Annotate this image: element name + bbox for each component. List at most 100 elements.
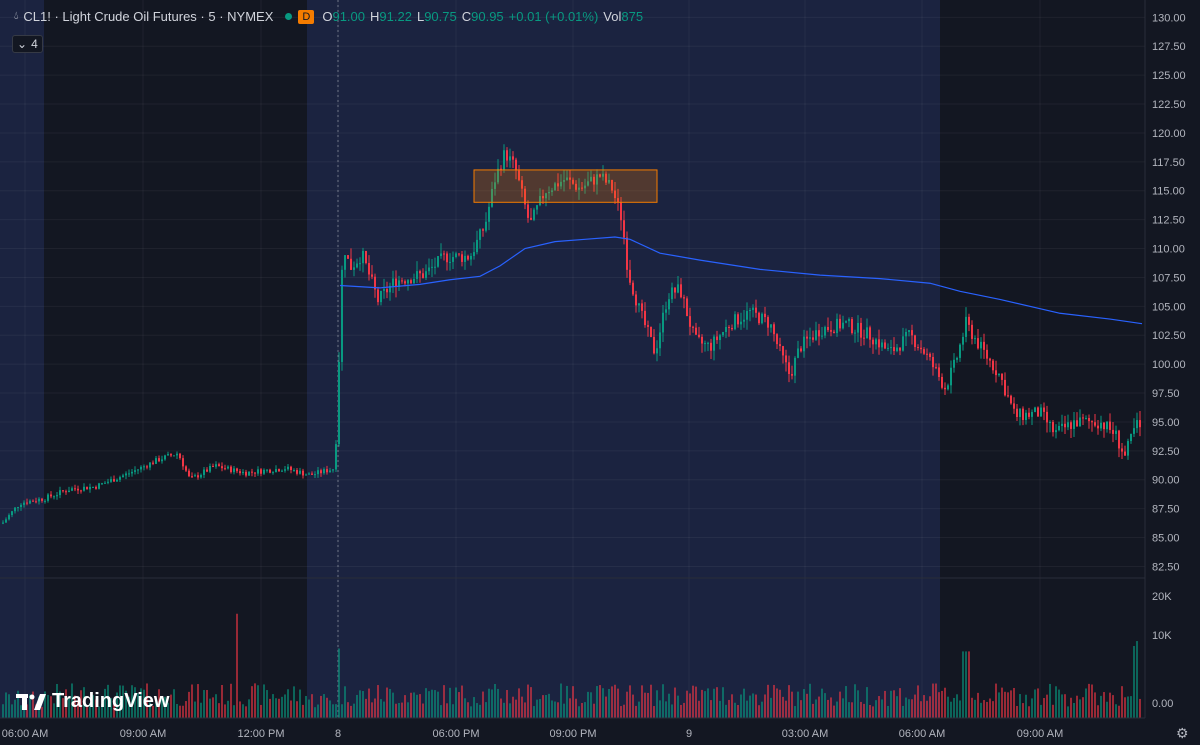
volume-bar xyxy=(29,694,31,718)
volume-bar xyxy=(143,689,145,718)
volume-bar xyxy=(443,685,445,718)
volume-bar xyxy=(983,700,985,718)
candle-body xyxy=(647,325,649,327)
volume-bar xyxy=(623,704,625,718)
volume-tick-label: 0.00 xyxy=(1152,698,1173,710)
candle-body xyxy=(923,349,925,354)
candle-body xyxy=(1043,407,1045,412)
volume-bar xyxy=(809,683,811,718)
candle-body xyxy=(1049,421,1051,423)
candle-body xyxy=(314,474,316,476)
volume-bar xyxy=(167,702,169,718)
candle-body xyxy=(425,271,427,278)
volume-bar xyxy=(416,694,418,718)
volume-bar xyxy=(800,700,802,718)
candle-body xyxy=(530,217,532,220)
candle-body xyxy=(935,367,937,369)
candle-body xyxy=(98,483,100,489)
candle-body xyxy=(710,342,712,351)
candle-body xyxy=(407,280,409,284)
candle-body xyxy=(113,479,115,482)
close-value: 90.95 xyxy=(471,9,504,24)
candle-body xyxy=(107,481,109,483)
volume-bar xyxy=(20,705,22,718)
volume-bar xyxy=(1010,690,1012,718)
volume-bar xyxy=(977,692,979,718)
candle-body xyxy=(662,312,664,333)
indicators-toggle[interactable]: ⌄ 4 xyxy=(12,35,43,53)
candle-body xyxy=(26,502,28,504)
candle-body xyxy=(1058,425,1060,431)
candle-body xyxy=(1061,423,1063,426)
volume-bar xyxy=(641,685,643,718)
volume-bar xyxy=(164,696,166,718)
candle-body xyxy=(2,522,4,524)
candle-body xyxy=(500,168,502,170)
candle-body xyxy=(11,511,13,516)
volume-bar xyxy=(956,694,958,718)
volume-bar xyxy=(158,689,160,718)
candle-body xyxy=(674,287,676,293)
volume-bar xyxy=(590,692,592,718)
candle-body xyxy=(818,330,820,337)
tradingview-logo[interactable]: TradingView xyxy=(16,690,169,713)
volume-bar xyxy=(677,695,679,718)
candle-body xyxy=(137,469,139,471)
candle-body xyxy=(35,501,37,503)
candle-body xyxy=(488,206,490,222)
volume-bar xyxy=(227,700,229,718)
volume-bar xyxy=(755,694,757,718)
symbol-title[interactable]: CL1! · Light Crude Oil Futures · 5 · NYM… xyxy=(23,9,274,24)
candle-body xyxy=(1052,421,1054,433)
candle-body xyxy=(5,519,7,523)
volume-bar xyxy=(365,698,367,718)
candle-body xyxy=(428,267,430,272)
candle-body xyxy=(170,454,172,456)
volume-bar xyxy=(230,683,232,718)
volume-bar xyxy=(188,691,190,718)
candle-body xyxy=(497,168,499,183)
candle-body xyxy=(542,196,544,199)
candle-body xyxy=(719,335,721,341)
candle-body xyxy=(1055,430,1057,433)
candle-body xyxy=(983,341,985,350)
volume-bar xyxy=(263,684,265,718)
volume-bar xyxy=(11,704,13,718)
volume-bar xyxy=(77,700,79,718)
settings-gear-icon[interactable]: ⚙ xyxy=(1176,725,1189,741)
volume-bar xyxy=(497,688,499,718)
volume-bar xyxy=(479,704,481,718)
volume-bar xyxy=(998,692,1000,718)
volume-bar xyxy=(242,704,244,718)
volume-bar xyxy=(599,685,601,718)
volume-bar xyxy=(170,694,172,718)
candle-body xyxy=(227,466,229,469)
candle-body xyxy=(176,453,178,456)
candle-body xyxy=(569,177,571,180)
volume-bar xyxy=(791,691,793,718)
candle-body xyxy=(311,473,313,475)
volume-bar xyxy=(797,691,799,718)
candle-body xyxy=(74,488,76,490)
volume-bar xyxy=(491,689,493,718)
candle-body xyxy=(257,469,259,474)
candle-body xyxy=(866,327,868,339)
volume-bar xyxy=(560,683,562,718)
volume-bar xyxy=(215,694,217,718)
volume-bar xyxy=(353,703,355,718)
candle-body xyxy=(458,253,460,255)
volume-bar xyxy=(1097,705,1099,718)
volume-bar xyxy=(1136,641,1138,718)
volume-bar xyxy=(1031,698,1033,718)
volume-bar xyxy=(1124,697,1126,718)
volume-bar xyxy=(1112,695,1114,718)
volume-bar xyxy=(221,684,223,718)
volume-bar xyxy=(581,702,583,718)
candle-body xyxy=(239,471,241,474)
volume-bar xyxy=(128,696,130,718)
delay-badge[interactable]: D xyxy=(298,9,315,24)
volume-bar xyxy=(287,689,289,718)
volume-bar xyxy=(59,691,61,718)
candle-body xyxy=(650,326,652,337)
